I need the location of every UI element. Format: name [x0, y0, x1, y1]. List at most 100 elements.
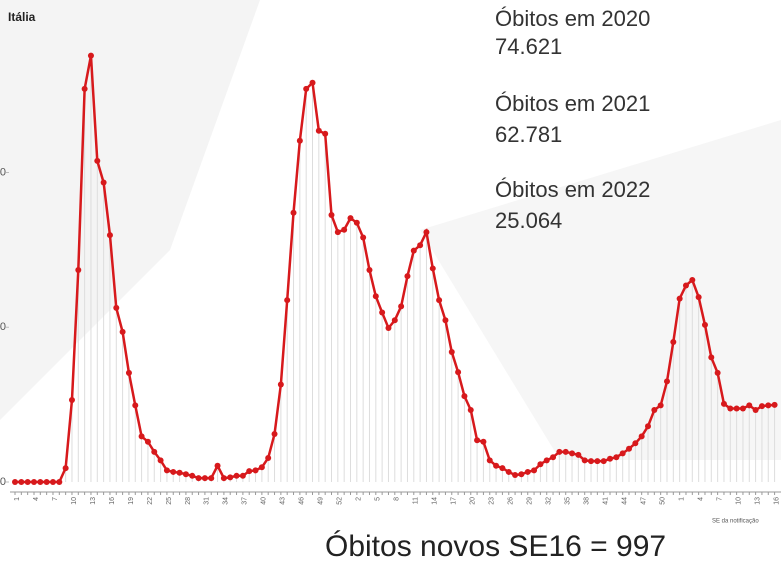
- x-tick-label: 8: [394, 497, 401, 501]
- point: [720, 400, 727, 407]
- point: [246, 468, 253, 475]
- x-tick-label: 4: [697, 497, 704, 501]
- x-tick-label: 4: [33, 497, 40, 501]
- x-tick-label: 32: [546, 497, 553, 505]
- x-tick-label: 37: [242, 497, 249, 505]
- x-tick-label: 50: [660, 497, 667, 505]
- point: [562, 448, 569, 455]
- point: [663, 378, 670, 385]
- point: [189, 472, 196, 479]
- x-tick-label: 31: [204, 497, 211, 505]
- point: [391, 317, 398, 324]
- x-tick-label: 22: [147, 497, 154, 505]
- point: [467, 407, 474, 414]
- x-tick-label: 1: [678, 497, 685, 501]
- point: [575, 451, 582, 458]
- point: [201, 475, 208, 482]
- point: [385, 325, 392, 332]
- point: [556, 448, 563, 455]
- y-tick-label: 0: [0, 476, 6, 488]
- x-tick-label: 16: [773, 497, 780, 505]
- point: [372, 293, 379, 300]
- annotation: 74.621: [495, 34, 562, 59]
- point: [379, 309, 386, 316]
- x-tick-label: 10: [735, 497, 742, 505]
- point: [531, 467, 538, 474]
- point: [303, 85, 310, 92]
- y-tick-label: 2000: [0, 321, 6, 333]
- x-tick-label: 7: [52, 497, 59, 501]
- point: [252, 467, 259, 474]
- point: [607, 455, 614, 462]
- background-shape: [420, 120, 781, 460]
- point: [195, 475, 202, 482]
- point: [170, 468, 177, 475]
- x-tick-label: 25: [166, 497, 173, 505]
- point: [505, 468, 512, 475]
- point: [328, 212, 335, 219]
- point: [315, 127, 322, 134]
- point: [429, 265, 436, 272]
- point: [296, 137, 303, 144]
- point: [581, 457, 588, 464]
- point: [163, 467, 170, 474]
- point: [265, 455, 272, 462]
- x-tick-label: 13: [90, 497, 97, 505]
- point: [645, 423, 651, 430]
- point: [682, 282, 689, 289]
- point: [499, 465, 506, 472]
- point: [518, 471, 525, 478]
- point: [290, 209, 297, 216]
- point: [366, 266, 373, 273]
- point: [626, 445, 633, 452]
- point: [87, 52, 94, 59]
- x-tick-label: 34: [223, 497, 230, 505]
- point: [68, 396, 75, 403]
- point: [309, 79, 316, 86]
- point: [208, 475, 215, 482]
- background-shape: [0, 0, 260, 420]
- point: [75, 266, 82, 273]
- x-tick-label: 5: [375, 497, 382, 501]
- point: [455, 369, 462, 376]
- point: [347, 215, 354, 222]
- x-tick-label: 20: [470, 497, 477, 505]
- point: [771, 401, 778, 408]
- x-tick-label: 13: [754, 497, 761, 505]
- x-tick-label: 11: [413, 497, 420, 504]
- point: [18, 479, 25, 485]
- x-tick-label: 40: [261, 497, 268, 505]
- point: [461, 393, 468, 400]
- point: [613, 454, 620, 461]
- point: [474, 437, 481, 444]
- x-tick-label: 28: [185, 497, 192, 505]
- point: [512, 472, 519, 479]
- point: [632, 440, 639, 447]
- point: [100, 179, 107, 186]
- point: [600, 458, 607, 465]
- x-tick-label: 38: [584, 497, 591, 505]
- point: [24, 479, 31, 485]
- x-tick-label: 52: [337, 497, 344, 505]
- point: [442, 317, 449, 324]
- point: [493, 462, 500, 469]
- point: [410, 247, 417, 254]
- x-tick-label: 2: [356, 497, 363, 501]
- point: [125, 369, 132, 376]
- annotation: 62.781: [495, 122, 562, 147]
- point: [151, 448, 158, 455]
- point: [752, 407, 759, 414]
- point: [353, 219, 360, 226]
- point: [619, 450, 626, 457]
- point: [62, 465, 69, 472]
- point: [550, 454, 557, 461]
- point: [119, 328, 126, 335]
- x-tick-label: 10: [71, 497, 78, 505]
- point: [695, 294, 702, 301]
- annotation: 25.064: [495, 208, 562, 233]
- point: [543, 457, 550, 464]
- point: [423, 229, 430, 236]
- point: [220, 475, 227, 482]
- x-tick-label: 49: [318, 497, 325, 505]
